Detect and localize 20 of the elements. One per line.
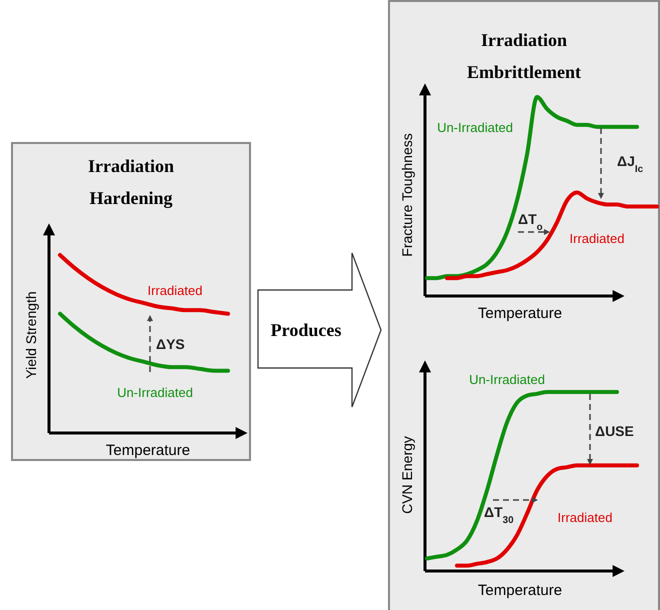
annotation: ΔJ$_{Ic}$ (617, 153, 644, 174)
y-axis-title: Yield Strength (23, 291, 39, 379)
y-axis-title: Fracture Toughness (399, 133, 415, 257)
annotation: ΔYS (156, 336, 185, 352)
x-axis-title: Temperature (106, 442, 190, 459)
series-label: Un-Irradiated (117, 385, 193, 400)
series-label: Irradiated (570, 231, 624, 246)
annotation: ΔT$_{30}$ (484, 504, 514, 526)
text: Irradiated (558, 510, 612, 525)
annotation: ΔUSE (595, 423, 634, 439)
y-axis-title: CVN Energy (399, 436, 415, 514)
x-axis-title: Temperature (478, 305, 562, 322)
series-label: Un-Irradiated (437, 120, 513, 135)
x-axis-title: Temperature (478, 582, 562, 599)
chart-title: Irradiation Embrittlement (467, 30, 581, 82)
text: Produces (270, 320, 342, 340)
series-label: Un-Irradiated (469, 372, 545, 387)
series-label: Irradiated (148, 283, 202, 298)
chart-title: Irradiation Hardening (88, 156, 174, 208)
annotation: ΔT$_{o}$ (518, 211, 543, 232)
